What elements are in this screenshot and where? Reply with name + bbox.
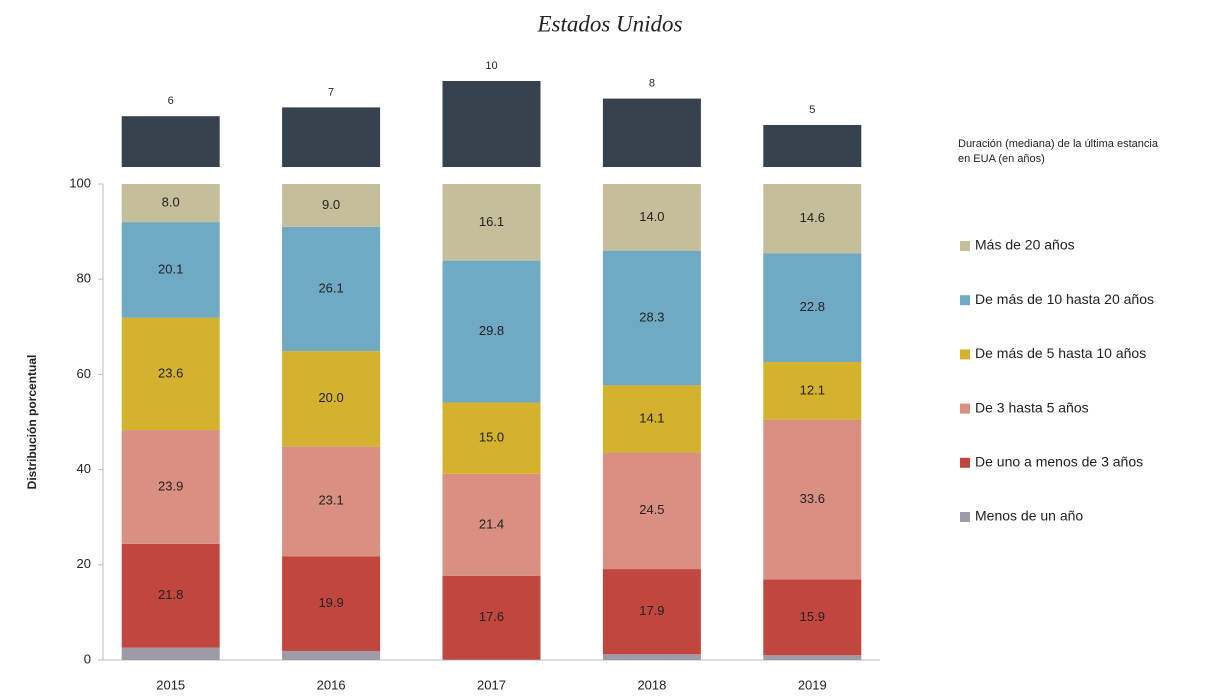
bar-segment bbox=[442, 575, 541, 660]
y-tick-label: 100 bbox=[69, 175, 91, 190]
legend-label: De más de 10 hasta 20 años bbox=[975, 291, 1154, 307]
bar-segment bbox=[763, 184, 862, 254]
bar-segment bbox=[763, 253, 862, 363]
y-tick-label: 80 bbox=[77, 271, 91, 286]
value-label: 22.8 bbox=[800, 299, 825, 314]
bar-segment bbox=[121, 317, 220, 431]
x-tick-label: 2015 bbox=[156, 677, 185, 692]
y-tick-label: 0 bbox=[84, 651, 91, 666]
bar-segment bbox=[282, 226, 381, 352]
bar-segment bbox=[282, 351, 381, 447]
bar-segment bbox=[282, 446, 381, 557]
bar-segment bbox=[602, 250, 701, 386]
value-label: 14.6 bbox=[800, 210, 825, 225]
legend-label: De 3 hasta 5 años bbox=[975, 399, 1089, 415]
bar-segment bbox=[763, 419, 862, 580]
legend-swatch bbox=[960, 403, 970, 414]
value-label: 16.1 bbox=[479, 214, 504, 229]
value-label: 33.6 bbox=[800, 491, 825, 506]
value-label: 21.4 bbox=[479, 516, 504, 531]
bar-segment bbox=[282, 650, 381, 660]
y-axis-label: Distribución porcentual bbox=[25, 355, 39, 490]
median-label: 10 bbox=[485, 60, 497, 72]
legend-swatch bbox=[960, 295, 970, 306]
value-label: 15.9 bbox=[800, 609, 825, 624]
value-label: 23.9 bbox=[158, 478, 183, 493]
legend-label: Menos de un año bbox=[975, 508, 1083, 524]
value-label: 20.1 bbox=[158, 261, 183, 276]
value-label: 20.0 bbox=[318, 390, 343, 405]
legend-label: De uno a menos de 3 años bbox=[975, 454, 1143, 470]
value-label: 14.0 bbox=[639, 209, 664, 224]
value-label: 28.3 bbox=[639, 309, 664, 324]
legend-swatch bbox=[960, 457, 970, 468]
median-bar bbox=[121, 116, 220, 167]
median-label: 6 bbox=[168, 95, 174, 107]
value-label: 26.1 bbox=[318, 280, 343, 295]
bar-segment bbox=[121, 647, 220, 660]
value-label: 12.1 bbox=[800, 382, 825, 397]
median-bar bbox=[282, 107, 381, 167]
legend-label: Más de 20 años bbox=[975, 237, 1075, 253]
value-label: 21.8 bbox=[158, 587, 183, 602]
legend-swatch bbox=[960, 349, 970, 360]
bar-segment bbox=[442, 402, 541, 474]
value-label: 17.9 bbox=[639, 603, 664, 618]
x-tick-label: 2016 bbox=[317, 677, 346, 692]
median-label: 5 bbox=[809, 104, 815, 116]
bar-segment bbox=[763, 579, 862, 656]
x-tick-label: 2018 bbox=[637, 677, 666, 692]
value-label: 23.6 bbox=[158, 365, 183, 380]
median-title: Duración (mediana) de la última estancia… bbox=[958, 138, 1158, 165]
bar-segment bbox=[442, 473, 541, 576]
value-label: 24.5 bbox=[639, 502, 664, 517]
bar-segment bbox=[121, 543, 220, 648]
y-tick-label: 20 bbox=[77, 556, 91, 571]
legend-swatch bbox=[960, 241, 970, 251]
bar-segment bbox=[282, 184, 381, 227]
bar-segment bbox=[442, 260, 541, 403]
median-label: 7 bbox=[328, 86, 334, 98]
value-label: 15.0 bbox=[479, 430, 504, 445]
bar-segment bbox=[602, 385, 701, 453]
value-label: 14.1 bbox=[639, 410, 664, 425]
value-label: 17.6 bbox=[479, 609, 504, 624]
bar-segment bbox=[282, 556, 381, 651]
y-tick-label: 60 bbox=[77, 366, 91, 381]
chart-title: Estados Unidos bbox=[536, 11, 682, 36]
value-label: 23.1 bbox=[318, 493, 343, 508]
legend-swatch bbox=[960, 512, 970, 522]
bar-segment bbox=[442, 184, 541, 261]
value-label: 19.9 bbox=[318, 595, 343, 610]
median-bar bbox=[442, 81, 541, 167]
bar-segment bbox=[763, 362, 862, 420]
bar-segment bbox=[602, 654, 701, 660]
value-label: 9.0 bbox=[322, 197, 340, 212]
median-label: 8 bbox=[649, 78, 655, 90]
bar-segment bbox=[121, 222, 220, 318]
bar-segment bbox=[763, 655, 862, 660]
median-bar bbox=[763, 125, 862, 167]
bar-segment bbox=[121, 184, 220, 223]
value-label: 8.0 bbox=[162, 194, 180, 209]
bar-segment bbox=[121, 430, 220, 544]
bar-segment bbox=[602, 184, 701, 251]
bar-segment bbox=[602, 569, 701, 655]
x-tick-label: 2017 bbox=[477, 677, 506, 692]
bar-segment bbox=[602, 452, 701, 570]
x-tick-label: 2019 bbox=[798, 677, 827, 692]
legend-label: De más de 5 hasta 10 años bbox=[975, 345, 1146, 361]
value-label: 29.8 bbox=[479, 323, 504, 338]
y-tick-label: 40 bbox=[77, 461, 91, 476]
median-bar bbox=[602, 98, 701, 167]
